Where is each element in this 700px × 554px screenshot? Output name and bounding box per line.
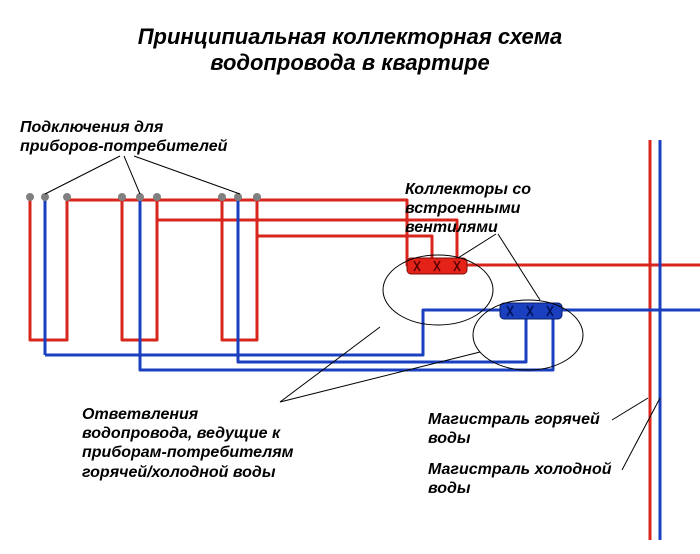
label-branches: Ответвленияводопровода, ведущие кприбора… [82, 405, 293, 482]
label-cold-main: Магистраль холоднойводы [428, 460, 612, 498]
label-hot-main: Магистраль горячейводы [428, 410, 600, 448]
label-connections: Подключения дляприборов-потребителей [20, 118, 227, 156]
label-collectors: Коллекторы совстроеннымивентилями [405, 180, 531, 238]
